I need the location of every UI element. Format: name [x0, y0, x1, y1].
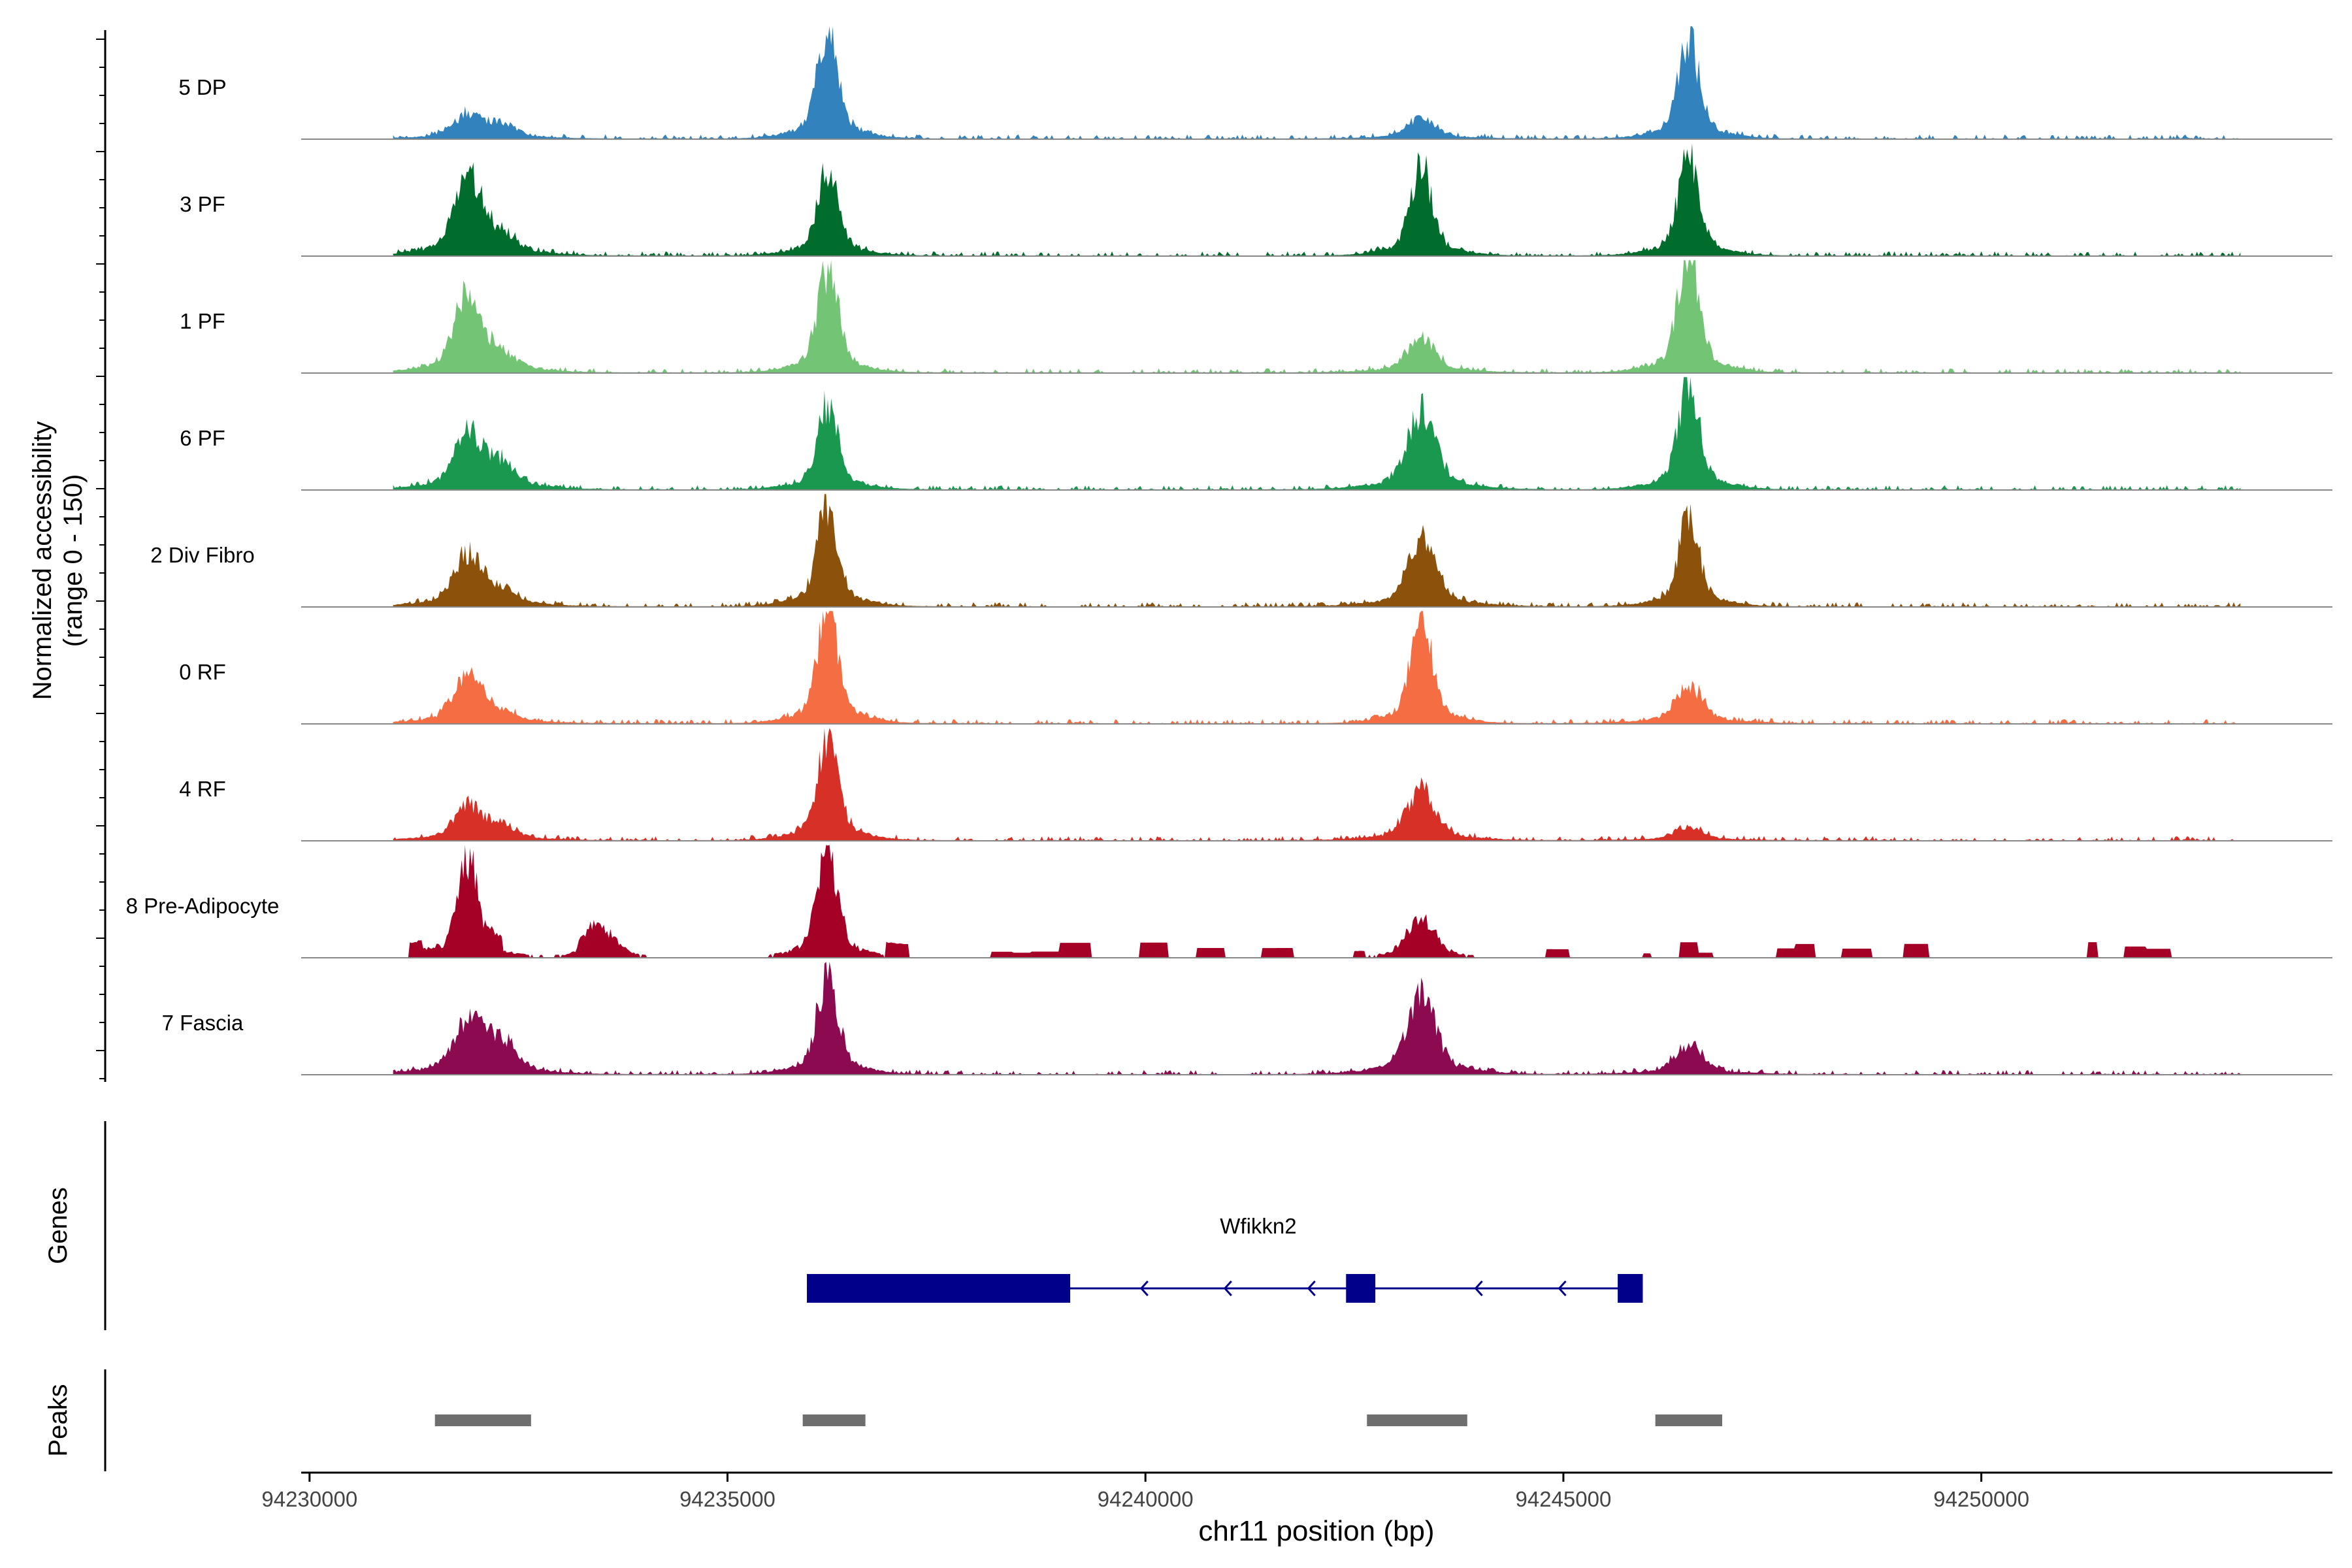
- gene-exon: [1618, 1274, 1643, 1303]
- peak-region-2: [802, 1414, 866, 1426]
- track-9: 7 Fascia: [162, 962, 2332, 1075]
- x-axis-ticks: 94230000 94235000 94240000 94245000 94250000: [261, 1473, 2029, 1511]
- coverage-area-2: [393, 143, 2241, 256]
- y-axis-label-line1: Normalized accessibility: [28, 421, 57, 700]
- track-label-1: 5 DP: [178, 75, 226, 99]
- x-axis-label: chr11 position (bp): [1198, 1515, 1434, 1547]
- coverage-area-5: [393, 494, 2241, 607]
- peak-track: [434, 1414, 1723, 1426]
- gene-exon: [807, 1274, 1071, 1303]
- genes-track-label: Genes: [44, 1187, 73, 1264]
- track-1: 5 DP: [178, 26, 2332, 140]
- x-tick-label: 94245000: [1516, 1487, 1612, 1511]
- track-label-5: 2 Div Fibro: [150, 543, 255, 567]
- peak-region-3: [1367, 1414, 1467, 1426]
- x-tick-label: 94240000: [1098, 1487, 1194, 1511]
- track-3: 1 PF: [180, 260, 2332, 374]
- y-axis-label-line2: (range 0 - 150): [59, 474, 88, 647]
- track-4: 6 PF: [180, 377, 2332, 491]
- peak-region-1: [434, 1414, 531, 1426]
- track-label-7: 4 RF: [179, 777, 226, 801]
- track-8: 8 Pre-Adipocyte: [126, 845, 2332, 958]
- coverage-area-4: [393, 377, 2241, 490]
- coverage-area-8: [393, 845, 2241, 958]
- track-label-9: 7 Fascia: [162, 1011, 244, 1035]
- gene-name-label: Wfikkn2: [1220, 1214, 1296, 1238]
- coverage-area-3: [393, 260, 2241, 373]
- coverage-area-6: [393, 611, 2241, 724]
- strand-arrow: [1558, 1280, 1567, 1297]
- track-2: 3 PF: [180, 143, 2332, 257]
- coverage-area-1: [393, 26, 2241, 139]
- coverage-tracks: 5 DP 3 PF 1 PF 6 PF 2 Div Fibro 0 RF 4 RF 8 Pre…: [126, 26, 2332, 1075]
- track-label-4: 6 PF: [180, 426, 225, 450]
- strand-arrow: [1474, 1280, 1483, 1297]
- coverage-area-7: [393, 728, 2241, 841]
- strand-arrow: [1307, 1280, 1316, 1297]
- track-label-2: 3 PF: [180, 192, 225, 216]
- x-tick-label: 94230000: [261, 1487, 357, 1511]
- track-label-6: 0 RF: [179, 660, 226, 684]
- track-6: 0 RF: [179, 611, 2332, 725]
- peak-region-4: [1655, 1414, 1723, 1426]
- strand-arrow: [1139, 1280, 1149, 1297]
- strand-arrow: [1223, 1280, 1232, 1297]
- track-label-8: 8 Pre-Adipocyte: [126, 894, 280, 918]
- track-5: 2 Div Fibro: [150, 494, 2332, 608]
- peaks-track-label: Peaks: [44, 1384, 73, 1456]
- x-tick-label: 94235000: [679, 1487, 776, 1511]
- gene-exon: [1346, 1274, 1376, 1303]
- track-7: 4 RF: [179, 728, 2332, 841]
- coverage-area-9: [393, 962, 2241, 1075]
- coverage-y-ticks: [96, 39, 105, 1079]
- track-label-3: 1 PF: [180, 309, 225, 333]
- x-tick-label: 94250000: [1933, 1487, 2029, 1511]
- gene-track: Wfikkn2: [807, 1214, 1643, 1303]
